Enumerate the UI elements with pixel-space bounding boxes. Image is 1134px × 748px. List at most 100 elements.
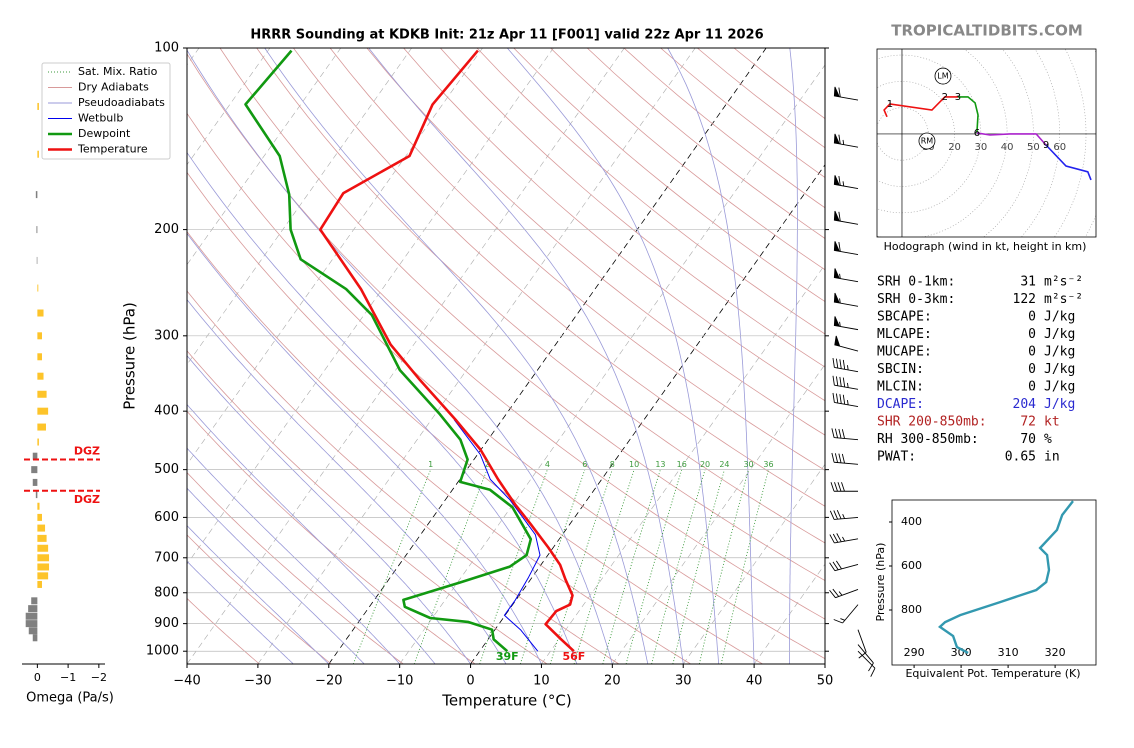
param-label: MUCAPE: — [877, 345, 932, 360]
mixing-ratio-line — [651, 469, 706, 664]
dry-adiabat — [187, 53, 825, 620]
param-label: SRH 0-3km: — [877, 292, 955, 307]
ring-label: 50 — [1027, 142, 1040, 153]
dgz-label: DGZ — [74, 493, 100, 506]
x-tick-label: 290 — [904, 646, 925, 659]
x-tick-label: −2 — [91, 671, 107, 684]
theta-e-x-label: Equivalent Pot. Temperature (K) — [905, 667, 1080, 680]
param-value: 122 — [1013, 292, 1036, 307]
dry-adiabat — [403, 48, 825, 402]
isotherm — [470, 164, 825, 664]
omega-bar — [37, 332, 42, 340]
dry-adiabat — [187, 597, 260, 664]
height-marker: 9 — [1043, 140, 1049, 151]
isotherm — [399, 64, 825, 664]
dry-adiabat — [329, 48, 825, 471]
wind-barb — [831, 452, 859, 465]
param-value: 0 — [1028, 327, 1036, 342]
theta-e-y-label: Pressure (hPa) — [874, 543, 887, 622]
param-label: MLCIN: — [877, 380, 924, 395]
mixing-ratio-line — [625, 469, 683, 664]
dry-adiabat — [187, 231, 691, 664]
ring-label: 60 — [1053, 142, 1066, 153]
omega-bar — [37, 284, 39, 292]
param-value: 0.65 — [1005, 450, 1036, 465]
omega-bar — [37, 524, 46, 532]
legend-label: Dry Adiabats — [78, 81, 149, 94]
omega-bar — [35, 191, 38, 199]
y-axis-label: Pressure (hPa) — [121, 302, 139, 410]
mixing-ratio-line — [698, 469, 749, 664]
omega-bar — [35, 491, 38, 499]
omega-bar — [36, 256, 38, 264]
wind-barb — [831, 428, 859, 441]
param-value: 70 — [1020, 432, 1036, 447]
x-tick-label: 310 — [998, 646, 1019, 659]
y-tick-label: 100 — [154, 41, 179, 56]
wind-barb — [829, 533, 859, 544]
pseudoadiabat — [187, 49, 613, 664]
dry-adiabat — [187, 350, 548, 664]
dry-adiabat — [187, 290, 620, 664]
ring-label: 40 — [1001, 142, 1014, 153]
param-value: 0 — [1028, 380, 1036, 395]
profile-line — [453, 419, 541, 652]
omega-bar — [31, 597, 38, 605]
mixing-ratio-label: 4 — [545, 460, 550, 469]
omega-bar — [37, 554, 50, 562]
param-label: DCAPE: — [877, 397, 924, 412]
hodo-line — [883, 96, 958, 118]
x-tick-label: −1 — [60, 671, 76, 684]
wind-barb — [833, 175, 859, 189]
height-marker: 2 — [942, 92, 948, 103]
pseudoadiabat — [187, 355, 471, 664]
pseudoadiabat — [187, 487, 365, 664]
omega-bar — [37, 150, 39, 158]
x-tick-label: 0 — [466, 674, 474, 689]
wind-barb — [832, 392, 859, 407]
storm-motion — [934, 67, 952, 85]
omega-bar — [36, 226, 38, 234]
param-label: SBCAPE: — [877, 310, 932, 325]
omega-bar — [25, 620, 38, 628]
hodo-line — [976, 132, 1047, 146]
mixing-ratio-line — [519, 469, 586, 664]
param-value: 0 — [1028, 310, 1036, 325]
param-label: SRH 0-1km: — [877, 275, 955, 290]
pseudoadiabat — [187, 151, 578, 664]
mixing-ratio-label: 16 — [677, 460, 687, 469]
dry-adiabat — [187, 410, 476, 664]
isotherm — [612, 363, 825, 664]
surface-annotation: 56F — [562, 650, 585, 663]
site-label: TROPICALTIDBITS.COM — [891, 22, 1083, 40]
wind-barb — [833, 292, 859, 307]
plot-frame — [186, 47, 826, 665]
param-value: 72 — [1020, 415, 1036, 430]
omega-bar — [37, 102, 39, 110]
isotherm — [187, 48, 554, 565]
wind-barb — [833, 210, 859, 225]
dry-adiabat — [293, 48, 825, 507]
storm-motion-label: RM — [921, 137, 934, 146]
omega-bar — [37, 423, 46, 431]
param-label: SBCIN: — [877, 362, 924, 377]
param-label: PWAT: — [877, 450, 916, 465]
omega-bar — [37, 572, 49, 580]
mixing-ratio-label: 30 — [743, 460, 753, 469]
height-marker: 6 — [974, 128, 980, 139]
hodo-line — [958, 96, 979, 133]
x-tick-label: 40 — [746, 674, 763, 689]
omega-bar — [31, 466, 38, 474]
param-unit: J/kg — [1044, 380, 1075, 395]
hodograph-plot — [877, 49, 1096, 237]
pseudoadiabat — [187, 232, 542, 664]
wind-barb — [857, 629, 867, 659]
storm-motion — [918, 132, 936, 150]
omega-bar — [28, 605, 38, 613]
mixing-ratio-line — [413, 469, 488, 664]
x-tick-label: 0 — [34, 671, 41, 684]
omega-bar — [37, 438, 39, 446]
y-tick-label: 400 — [154, 404, 179, 419]
